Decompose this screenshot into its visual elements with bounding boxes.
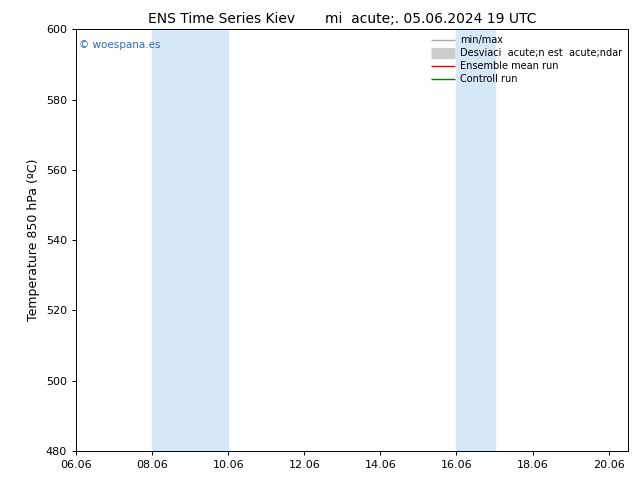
Text: mi  acute;. 05.06.2024 19 UTC: mi acute;. 05.06.2024 19 UTC [325, 12, 537, 26]
Text: © woespana.es: © woespana.es [79, 40, 160, 50]
Bar [152, 29, 228, 451]
Legend: min/max, Desviaci  acute;n est  acute;ndar, Ensemble mean run, Controll run: min/max, Desviaci acute;n est acute;ndar… [427, 31, 626, 88]
Text: ENS Time Series Kiev: ENS Time Series Kiev [148, 12, 295, 26]
Bar [456, 29, 495, 451]
Y-axis label: Temperature 850 hPa (ºC): Temperature 850 hPa (ºC) [27, 159, 40, 321]
